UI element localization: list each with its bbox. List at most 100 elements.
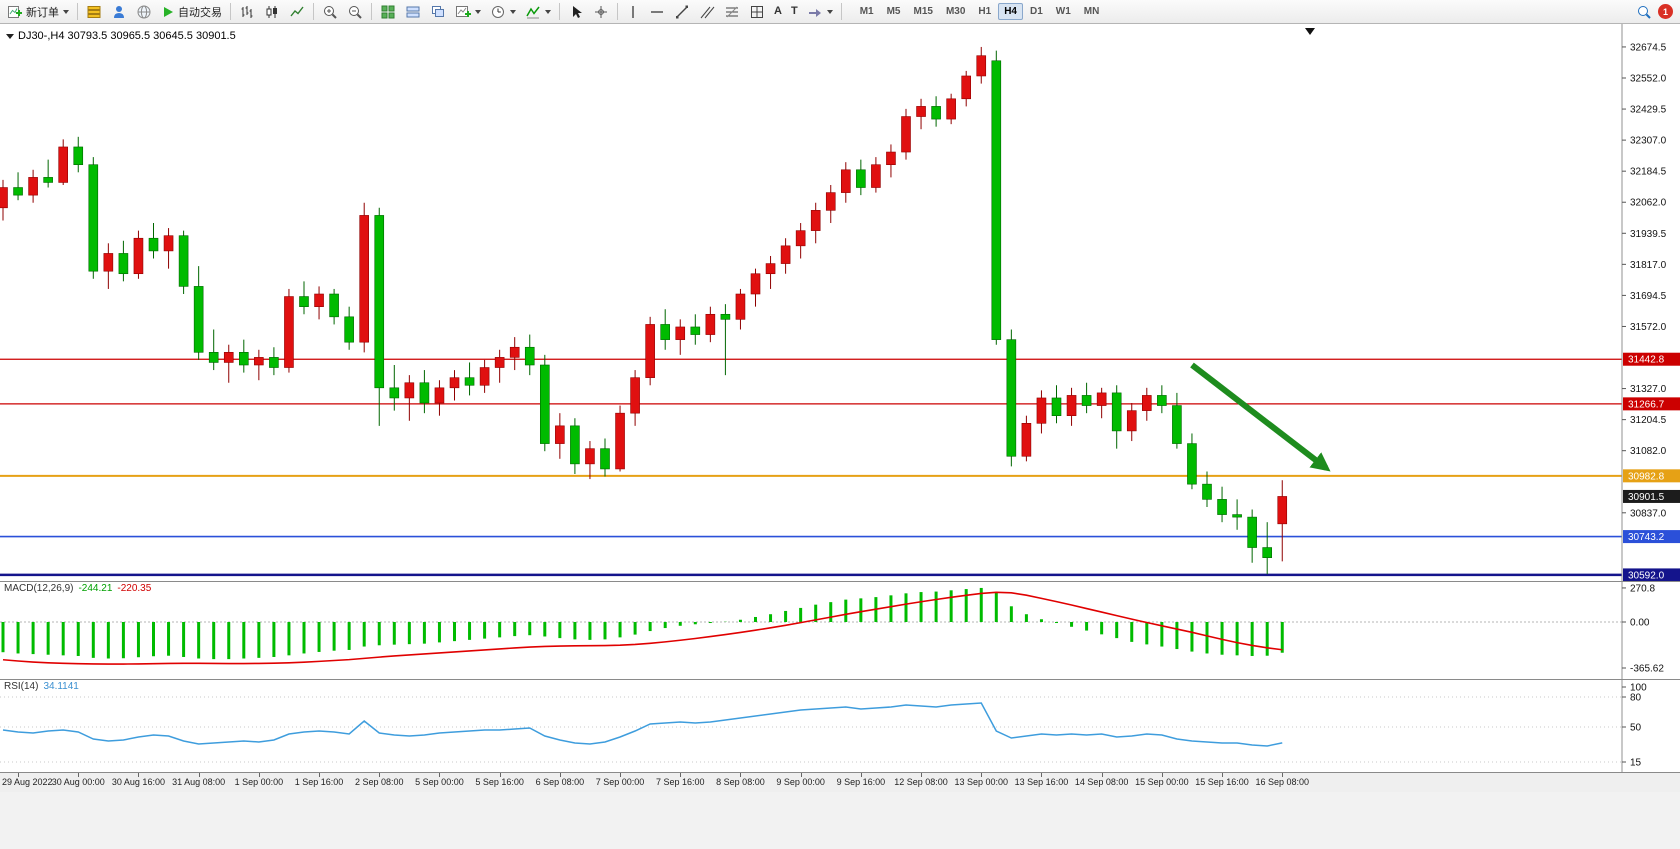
svg-text:100: 100: [1630, 683, 1647, 694]
tile-windows-button[interactable]: [376, 1, 400, 23]
bar-chart-button[interactable]: [235, 1, 259, 23]
zoom-out-button[interactable]: [343, 1, 367, 23]
text-tool-button[interactable]: T: [787, 1, 802, 23]
toolbar-separator: [559, 3, 560, 20]
time-axis-label: 5 Sep 16:00: [475, 777, 524, 787]
time-axis-label: 1 Sep 16:00: [294, 777, 344, 787]
auto-trading-button[interactable]: 自动交易: [157, 1, 226, 23]
toolbar-separator: [617, 3, 618, 20]
shapes-tool-button[interactable]: [803, 1, 837, 23]
toolbar-separator: [371, 3, 372, 20]
svg-text:270.8: 270.8: [1630, 583, 1655, 594]
svg-text:80: 80: [1630, 693, 1642, 704]
fibonacci-icon: [726, 6, 738, 17]
chart-list-button[interactable]: [82, 1, 106, 23]
chevron-down-icon: [475, 9, 481, 14]
svg-text:30743.2: 30743.2: [1628, 532, 1665, 543]
new-order-button[interactable]: 新订单: [3, 1, 73, 23]
macd-name: MACD(12,26,9): [4, 583, 74, 594]
timeframe-button-H1[interactable]: H1: [978, 6, 992, 17]
svg-text:31327.0: 31327.0: [1630, 384, 1667, 395]
trendline-tool-button[interactable]: [670, 1, 694, 23]
cascade-windows-button[interactable]: [426, 1, 450, 23]
trend-arrow-annotation: [1190, 362, 1331, 472]
timeframe-button-D1[interactable]: D1: [1030, 6, 1043, 17]
text-a-icon: A: [774, 5, 782, 17]
timeframe-group: M1 M5 M15 M30 H1 H4 D1 W1 MN: [854, 3, 1106, 20]
text-t-icon: T: [790, 5, 798, 17]
indicators-icon: [526, 6, 540, 18]
pane-separator[interactable]: [0, 581, 1680, 582]
toolbar-right-group: 1: [1636, 4, 1677, 20]
cursor-icon: [573, 5, 582, 18]
layers-icon: [87, 5, 101, 18]
time-axis-label: 1 Sep 00:00: [234, 777, 284, 787]
arrange-windows-button[interactable]: [401, 1, 425, 23]
svg-text:32307.0: 32307.0: [1630, 136, 1667, 147]
cursor-button[interactable]: [564, 1, 588, 23]
time-axis[interactable]: 29 Aug 2022 30 Aug 00:00 30 Aug 16:00 31 Au…: [0, 772, 1680, 792]
rsi-label: RSI(14) 34.1141: [4, 681, 79, 692]
timeframe-button-M1[interactable]: M1: [859, 6, 874, 17]
new-order-label: 新订单: [26, 6, 59, 19]
channel-tool-button[interactable]: [695, 1, 719, 23]
symbol-ohlc-label: DJ30-,H4 30793.5 30965.5 30645.5 30901.5: [6, 30, 236, 42]
pane-separator[interactable]: [0, 679, 1680, 680]
toolbar-separator: [77, 3, 78, 20]
timeframe-button-H4[interactable]: H4: [998, 3, 1023, 20]
time-axis-label: 13 Sep 16:00: [1014, 777, 1069, 787]
line-chart-button[interactable]: [285, 1, 309, 23]
candle-chart-icon: [266, 5, 277, 18]
text-label-tool-button[interactable]: A: [770, 1, 786, 23]
timeframe-button-M5[interactable]: M5: [886, 6, 901, 17]
clock-icon: [492, 5, 504, 18]
candle-chart-button[interactable]: [260, 1, 284, 23]
horizontal-line-tool-button[interactable]: [645, 1, 669, 23]
line-chart-icon: [290, 6, 304, 16]
macd-chart[interactable]: 270.8 0.00 -365.62: [0, 581, 1680, 679]
macd-signal-value: -220.35: [117, 583, 152, 594]
time-axis-label: 16 Sep 08:00: [1255, 777, 1310, 787]
search-icon[interactable]: [1636, 4, 1652, 20]
notification-badge[interactable]: 1: [1658, 4, 1673, 19]
svg-text:32674.5: 32674.5: [1630, 42, 1667, 53]
grid-tool-button[interactable]: [745, 1, 769, 23]
timeframe-button-M30[interactable]: M30: [945, 6, 966, 17]
cascade-windows-icon: [432, 5, 444, 17]
new-chart-icon: [456, 5, 471, 17]
price-chart[interactable]: 32674.5 32552.0 32429.5 32307.0 32184.5 32062…: [0, 24, 1680, 581]
vertical-line-tool-button[interactable]: [622, 1, 644, 23]
crosshair-icon: [595, 5, 607, 18]
periods-button[interactable]: [486, 1, 520, 23]
time-axis-label: 15 Sep 00:00: [1135, 777, 1189, 787]
chevron-down-icon: [826, 9, 833, 14]
time-axis-label: 14 Sep 08:00: [1074, 777, 1129, 787]
new-chart-button[interactable]: [451, 1, 485, 23]
timeframe-button-M15[interactable]: M15: [913, 6, 933, 17]
toolbar-separator: [230, 3, 231, 20]
svg-text:32552.0: 32552.0: [1630, 74, 1667, 85]
auto-trading-label: 自动交易: [178, 6, 222, 19]
time-axis-label: 31 Aug 08:00: [172, 777, 226, 787]
timeframe-button-MN[interactable]: MN: [1083, 6, 1100, 17]
crosshair-button[interactable]: [589, 1, 613, 23]
timeframe-button-W1[interactable]: W1: [1055, 6, 1071, 17]
time-axis-label: 6 Sep 08:00: [535, 777, 585, 787]
chevron-down-icon: [510, 9, 516, 14]
rsi-value: 34.1141: [43, 681, 79, 692]
zoom-in-button[interactable]: [318, 1, 342, 23]
indicators-button[interactable]: [521, 1, 555, 23]
macd-pane[interactable]: MACD(12,26,9) -244.21 -220.35 270.8 0.00 -…: [0, 581, 1680, 679]
svg-text:31572.0: 31572.0: [1630, 322, 1667, 333]
main-chart-pane[interactable]: DJ30-,H4 30793.5 30965.5 30645.5 30901.5…: [0, 24, 1680, 581]
svg-text:15: 15: [1630, 758, 1642, 769]
one-click-trading-toggle-icon[interactable]: [6, 33, 14, 39]
community-button[interactable]: [132, 1, 156, 23]
svg-text:31817.0: 31817.0: [1630, 260, 1667, 271]
rsi-pane[interactable]: RSI(14) 34.1141 100 80 50 15: [0, 679, 1680, 772]
toolbar-separator: [313, 3, 314, 20]
fibonacci-tool-button[interactable]: [720, 1, 744, 23]
svg-text:30901.5: 30901.5: [1628, 492, 1665, 503]
market-watch-button[interactable]: [107, 1, 131, 23]
